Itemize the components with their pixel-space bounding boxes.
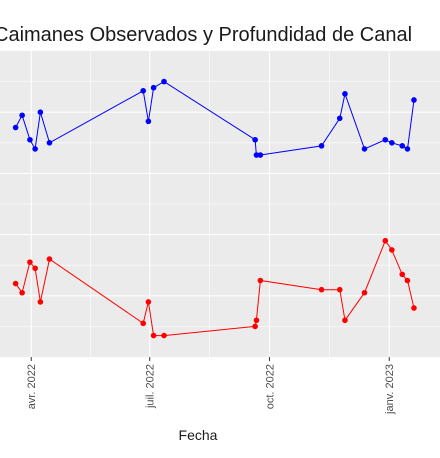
series-1-point	[46, 140, 53, 146]
series-2-point	[12, 280, 19, 287]
series-1-point	[27, 136, 33, 143]
series-1-point	[253, 152, 260, 158]
series-2-point	[161, 332, 167, 339]
series-2-point	[342, 317, 348, 324]
series-2-point	[318, 286, 325, 293]
series-2-point	[32, 265, 38, 272]
series-layer	[12, 78, 417, 339]
series-1-point	[37, 109, 44, 115]
series-2-point	[257, 277, 264, 284]
series-2-point	[27, 259, 33, 265]
series-2-point	[382, 237, 389, 244]
series-1-point	[161, 78, 167, 85]
series-1-point	[145, 118, 152, 125]
series-1-point	[257, 152, 264, 158]
series-1-point	[411, 97, 417, 103]
series-2-point	[389, 247, 395, 253]
series-1-point	[318, 143, 325, 149]
series-2-point	[150, 332, 157, 339]
series-2-point	[399, 271, 406, 278]
chart-title: Caimanes Observados y Profundidad de Can…	[0, 24, 412, 46]
series-2-point	[336, 286, 343, 293]
major-gridlines	[0, 51, 440, 357]
x-tick-label: janv. 2023	[384, 364, 396, 415]
series-2-point	[46, 256, 53, 262]
series-1-point	[399, 143, 406, 149]
series-2-point	[253, 317, 260, 324]
x-axis-label: Fecha	[179, 427, 218, 443]
x-tick-label: juil. 2022	[145, 364, 157, 409]
x-tick-label: avr. 2022	[26, 364, 38, 409]
series-1-point	[382, 136, 389, 143]
series-2-point	[404, 277, 411, 284]
x-axis: avr. 2022 juil. 2022 oct. 2022 janv. 2023	[26, 357, 396, 415]
series-1-point	[12, 124, 19, 131]
series-1-point	[32, 146, 38, 152]
series-1-point	[342, 91, 348, 97]
series-2-point	[361, 289, 368, 296]
minor-gridlines	[0, 51, 440, 357]
series-1-point	[389, 140, 395, 146]
series-1-point	[19, 112, 25, 119]
series-2-point	[37, 299, 44, 305]
series-1-point	[336, 115, 343, 122]
series-line-1	[15, 81, 415, 156]
series-1-point	[404, 146, 411, 152]
series-2-point	[411, 305, 417, 311]
series-2-point	[145, 299, 152, 305]
series-2-point	[19, 289, 25, 296]
series-1-point	[140, 87, 146, 94]
series-1-point	[252, 136, 258, 143]
series-1-point	[361, 146, 368, 152]
series-line-2	[15, 239, 415, 337]
x-tick-label: oct. 2022	[264, 364, 276, 409]
series-1-point	[150, 84, 157, 91]
series-2-point	[140, 320, 146, 327]
series-2-point	[252, 323, 258, 330]
